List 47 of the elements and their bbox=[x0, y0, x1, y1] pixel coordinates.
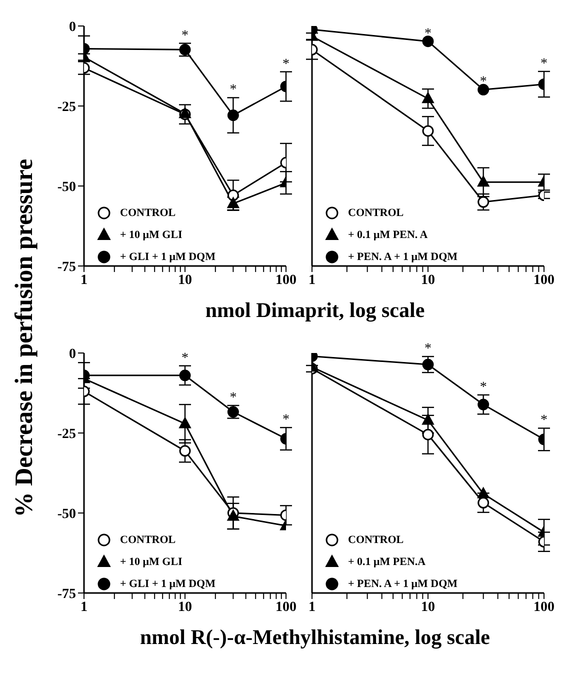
x-tick-label: 10 bbox=[421, 272, 435, 288]
legend-label: CONTROL bbox=[120, 534, 176, 546]
annotation: * bbox=[282, 56, 290, 72]
annotation: * bbox=[182, 28, 188, 44]
legend-label: CONTROL bbox=[348, 207, 404, 219]
annotation: * bbox=[480, 380, 487, 395]
annotation: * bbox=[424, 342, 432, 357]
legend-label: + 10 μM GLI bbox=[120, 556, 182, 568]
x-tick-label: 1 bbox=[80, 600, 88, 615]
annotation: * bbox=[230, 390, 237, 406]
legend-label: + PEN. A + 1 μM DQM bbox=[348, 578, 458, 590]
annotation: * bbox=[480, 74, 487, 90]
x-tick-label: 10 bbox=[178, 600, 192, 615]
y-tick-label: -25 bbox=[57, 426, 76, 442]
y-tick-label: 0 bbox=[69, 346, 76, 362]
y-tick-label: 0 bbox=[69, 20, 76, 35]
y-tick-label: -75 bbox=[57, 260, 76, 275]
y-tick-label: -25 bbox=[57, 100, 76, 115]
legend-label: CONTROL bbox=[348, 534, 404, 546]
x-tick-label: 1 bbox=[308, 272, 316, 288]
legend-label: CONTROL bbox=[120, 207, 176, 219]
x-tick-label: 10 bbox=[178, 272, 192, 288]
annotation: * bbox=[540, 413, 548, 428]
x-axis-title: nmol R(-)-α-Methylhistamine, log scale bbox=[139, 625, 491, 650]
annotation: * bbox=[540, 56, 548, 72]
y-tick-label: -50 bbox=[57, 180, 76, 195]
legend-label: + GLI + 1 μM DQM bbox=[120, 251, 216, 263]
legend-label: + 0.1 μM PEN.A bbox=[348, 556, 426, 568]
x-tick-label: 1 bbox=[308, 600, 316, 615]
legend-label: + GLI + 1 μM DQM bbox=[120, 578, 216, 590]
legend-label: + PEN. A + 1 μM DQM bbox=[348, 251, 458, 263]
legend-label: + 0.1 μM PEN. A bbox=[348, 229, 428, 241]
x-tick-label: 100 bbox=[276, 600, 296, 615]
annotation: * bbox=[282, 412, 290, 428]
y-tick-label: -75 bbox=[57, 586, 76, 602]
x-axis-title: nmol Dimaprit, log scale bbox=[204, 298, 426, 323]
annotation: * bbox=[230, 82, 237, 98]
x-tick-label: 1 bbox=[80, 272, 88, 288]
annotation: * bbox=[182, 350, 188, 366]
annotation: * bbox=[424, 26, 432, 42]
y-axis-title: % Decrease in perfusion pressure bbox=[11, 158, 39, 518]
legend-label: + 10 μM GLI bbox=[120, 229, 182, 241]
x-tick-label: 100 bbox=[534, 600, 554, 615]
y-tick-label: -50 bbox=[57, 506, 76, 522]
x-tick-label: 10 bbox=[421, 600, 435, 615]
x-tick-label: 100 bbox=[276, 272, 296, 288]
x-tick-label: 100 bbox=[534, 272, 554, 288]
